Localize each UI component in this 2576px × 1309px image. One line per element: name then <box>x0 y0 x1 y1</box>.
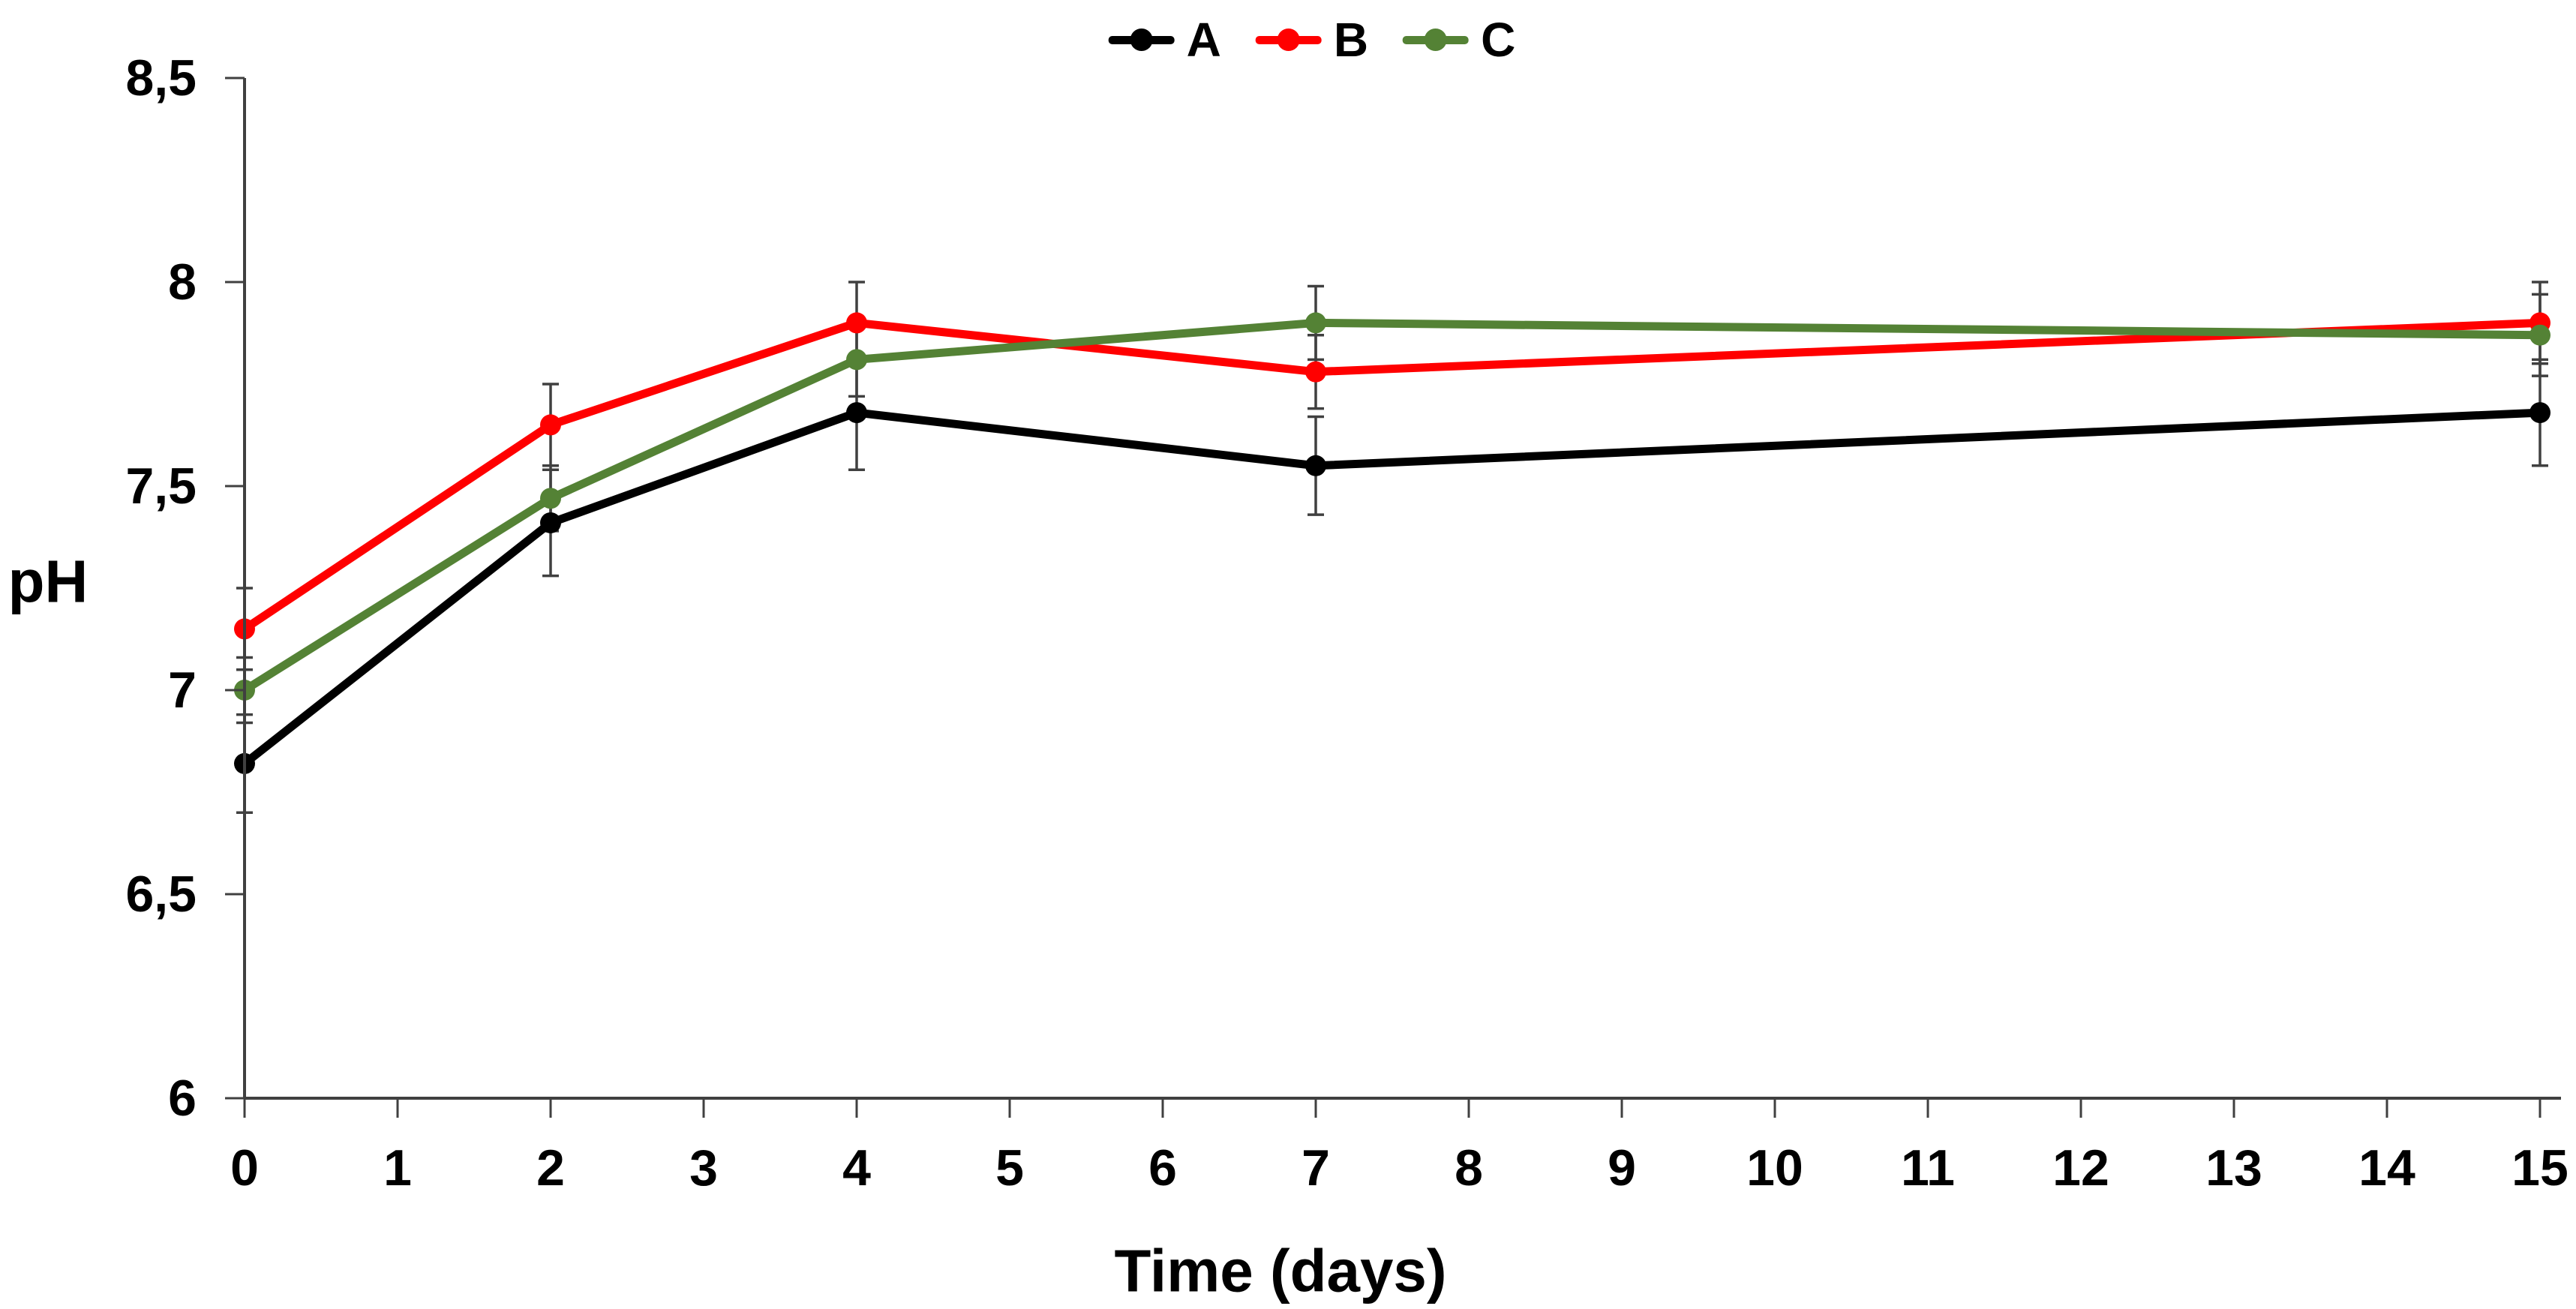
y-tick-label: 8,5 <box>125 50 197 107</box>
legend-marker-icon <box>1255 16 1322 64</box>
x-tick-label: 7 <box>1302 1139 1330 1196</box>
x-tick-label: 13 <box>2205 1139 2262 1196</box>
data-point-A <box>1305 455 1326 476</box>
x-tick-label: 0 <box>230 1139 259 1196</box>
x-tick-label: 1 <box>383 1139 412 1196</box>
data-point-B <box>540 414 561 436</box>
series-lines-layer <box>240 318 2544 768</box>
data-point-B <box>846 312 867 334</box>
legend-label: B <box>1333 13 1369 67</box>
x-tick-label: 8 <box>1455 1139 1483 1196</box>
chart-legend: A B C <box>1108 12 1515 68</box>
legend-item-A: A <box>1108 13 1221 67</box>
data-point-B <box>1305 361 1326 383</box>
legend-marker-icon <box>1108 16 1175 64</box>
data-point-C <box>540 488 561 509</box>
x-tick-label: 15 <box>2511 1139 2568 1196</box>
y-tick-label: 7,5 <box>125 458 197 515</box>
tick-labels-layer: 66,577,588,50 1 2 3 4 5 6 7 8 9 10 11 12 13 14 15 <box>125 50 2568 1196</box>
data-point-C <box>1305 312 1326 334</box>
y-tick-label: 8 <box>168 254 197 311</box>
series-line-B <box>240 318 2544 633</box>
data-point-A <box>540 512 561 533</box>
legend-marker-icon <box>1403 16 1470 64</box>
x-tick-label: 2 <box>536 1139 565 1196</box>
y-axis-title: pH <box>8 548 89 615</box>
legend-label: C <box>1481 13 1516 67</box>
data-point-C <box>846 349 867 371</box>
x-tick-label: 3 <box>689 1139 718 1196</box>
series-line-A <box>240 408 2544 768</box>
x-tick-label: 4 <box>842 1139 871 1196</box>
legend-item-B: B <box>1255 13 1369 67</box>
legend-label: A <box>1186 13 1221 67</box>
data-point-C <box>2529 324 2550 346</box>
x-tick-label: 14 <box>2358 1139 2415 1196</box>
x-tick-label: 5 <box>995 1139 1024 1196</box>
data-markers-layer <box>234 312 2550 774</box>
x-axis-title: Time (days) <box>1114 1238 1446 1304</box>
x-tick-label: 6 <box>1148 1139 1177 1196</box>
axes-layer <box>225 77 2561 1118</box>
x-tick-label: 9 <box>1608 1139 1636 1196</box>
data-point-A <box>846 402 867 424</box>
x-tick-label: 10 <box>1746 1139 1803 1196</box>
y-tick-label: 7 <box>168 662 197 719</box>
x-tick-label: 11 <box>1901 1139 1955 1196</box>
x-tick-label: 12 <box>2052 1139 2109 1196</box>
error-bars-layer <box>236 281 2548 814</box>
legend-item-C: C <box>1403 16 1515 64</box>
y-tick-label: 6,5 <box>125 866 197 923</box>
y-tick-label: 6 <box>168 1070 197 1127</box>
data-point-A <box>2529 402 2550 424</box>
